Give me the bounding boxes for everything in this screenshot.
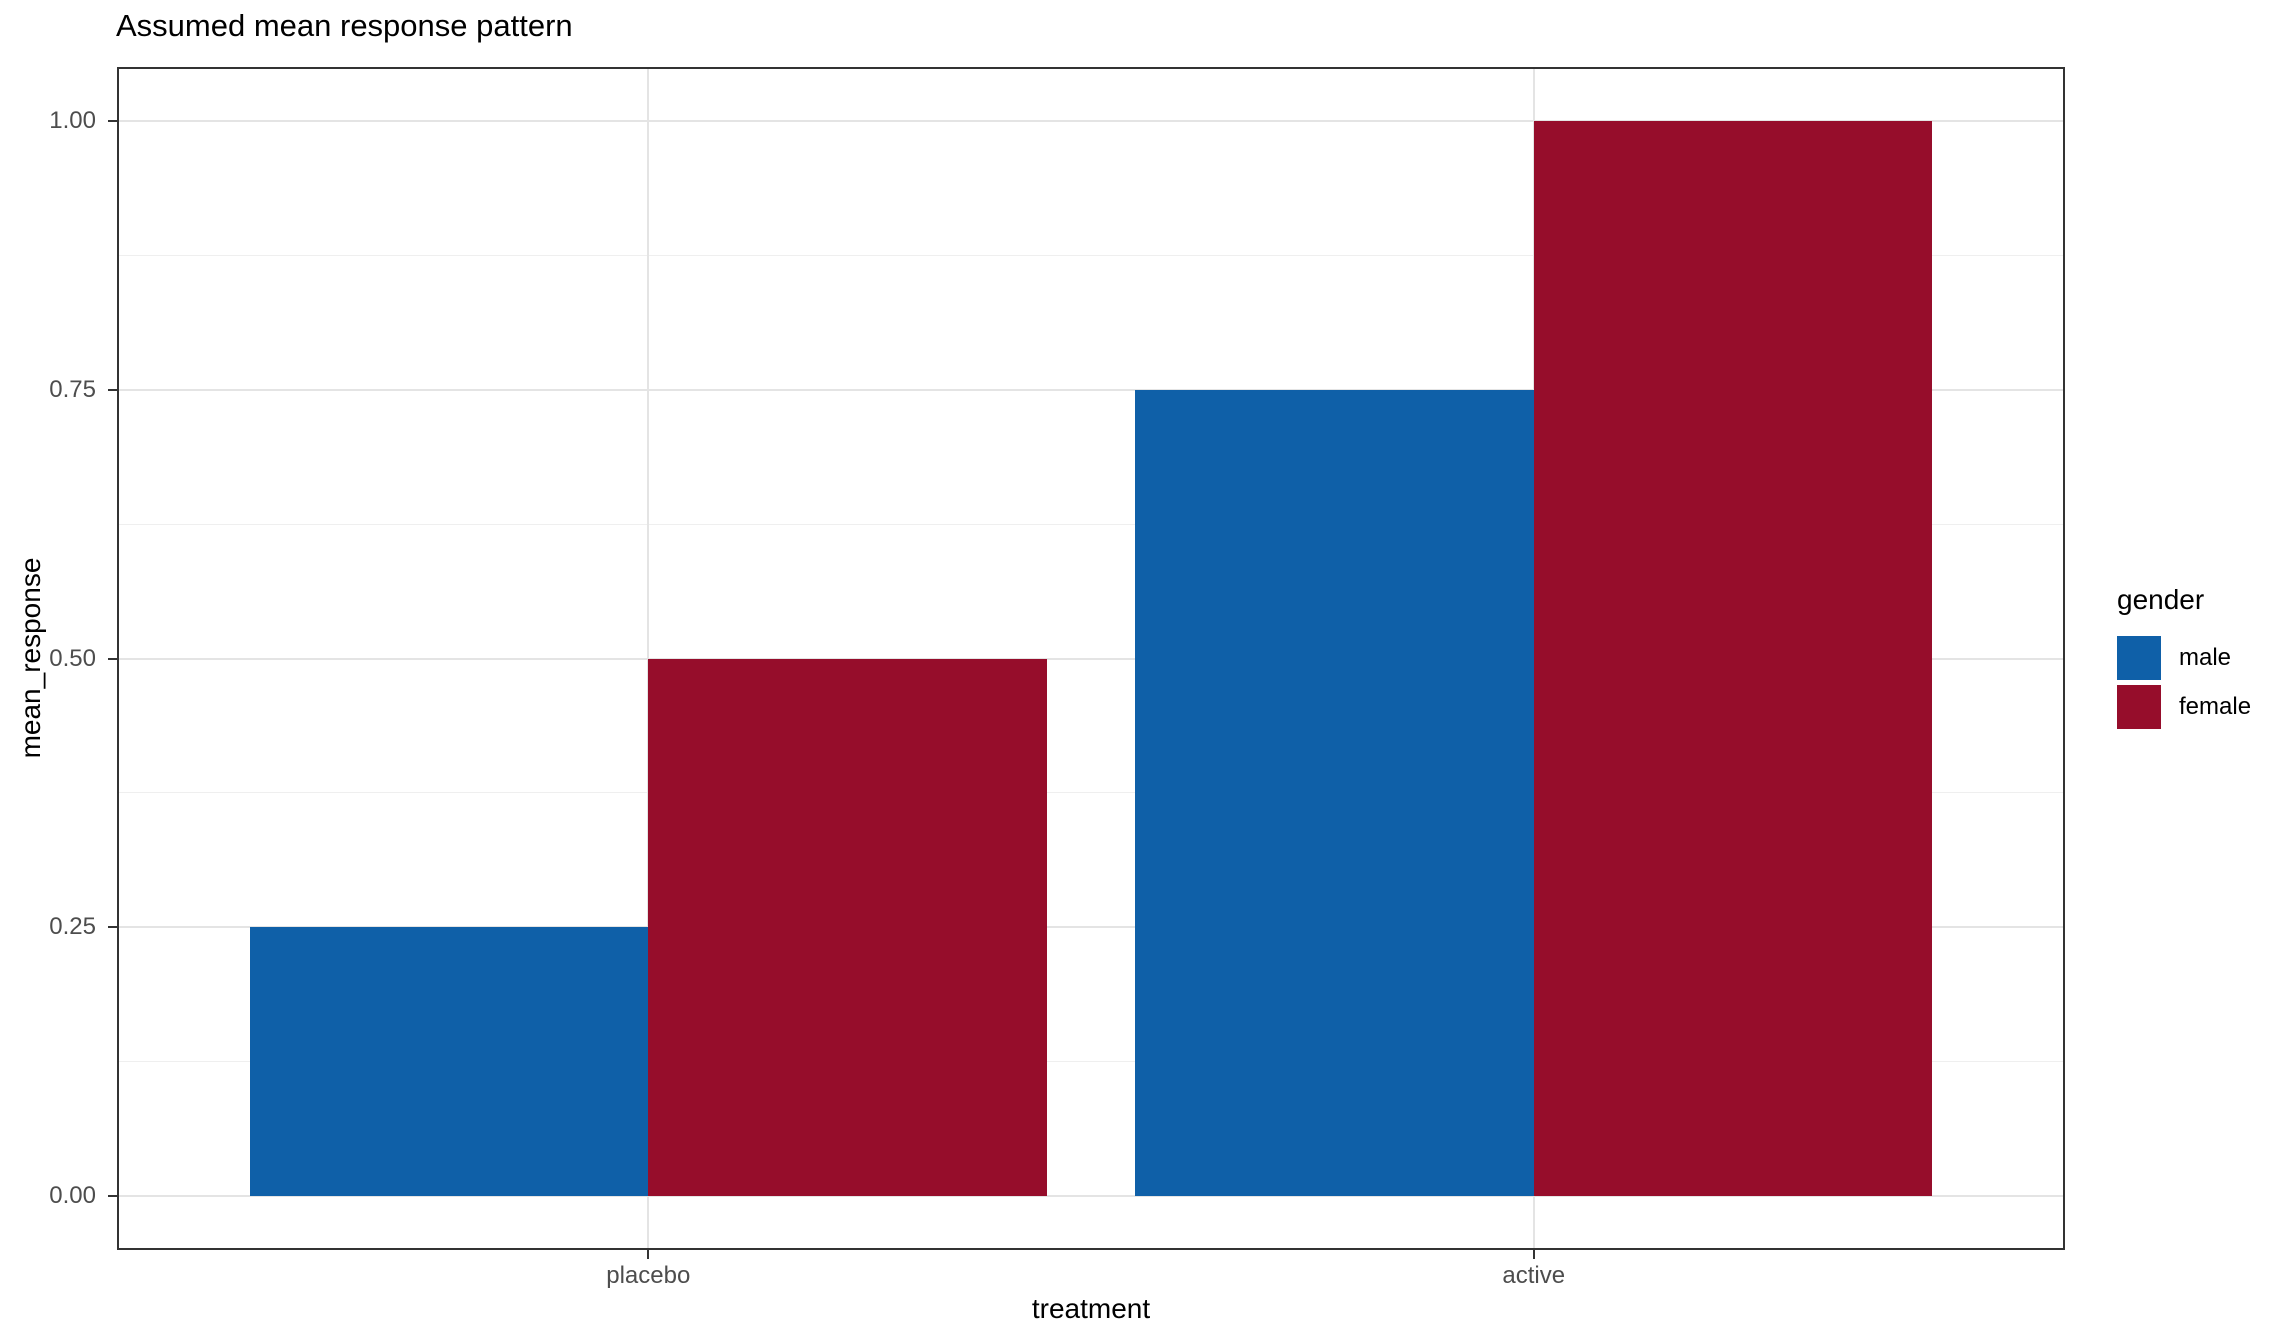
y-tick-label: 0.50 [49,644,96,672]
chart-title: Assumed mean response pattern [116,8,573,43]
legend: gender male female [2117,584,2251,734]
legend-key-male [2117,636,2161,680]
y-tick-mark [108,1195,117,1198]
legend-title: gender [2117,584,2205,615]
x-tick-label-placebo: placebo [606,1262,691,1289]
x-tick-mark [1532,1250,1535,1259]
legend-key-female [2117,685,2161,729]
legend-label-female: female [2179,693,2252,720]
bar-placebo-male [249,927,649,1197]
y-tick-label: 0.75 [49,375,96,403]
y-tick-mark [108,657,117,660]
gridline-minor [117,792,2065,794]
legend-label-male: male [2179,644,2232,671]
gridline-minor [117,254,2065,256]
legend-items: male female [2117,636,2251,729]
bar-placebo-female [648,658,1047,1197]
gridline-minor [117,523,2065,525]
x-tick-mark [647,1250,650,1259]
gridline-minor [117,1061,2065,1063]
gridline-major [117,388,2065,391]
plot-panel [117,67,2065,1250]
gridline-major [117,1195,2065,1198]
gridline-major [117,926,2065,929]
gridline-major [117,119,2065,122]
y-tick-mark [108,926,117,929]
legend-item-male: male [2117,636,2251,680]
x-tick-label-active: active [1502,1262,1566,1289]
y-tick-label: 0.25 [49,913,96,941]
y-tick-label: 0.00 [49,1182,96,1210]
y-tick-label: 1.00 [49,106,96,134]
bar-active-male [1135,389,1534,1197]
x-axis-title: treatment [1031,1293,1151,1324]
y-tick-mark [108,388,117,391]
legend-item-female: female [2117,685,2251,729]
bar-active-female [1533,120,1933,1197]
gridline-major [117,657,2065,660]
y-tick-mark [108,119,117,122]
